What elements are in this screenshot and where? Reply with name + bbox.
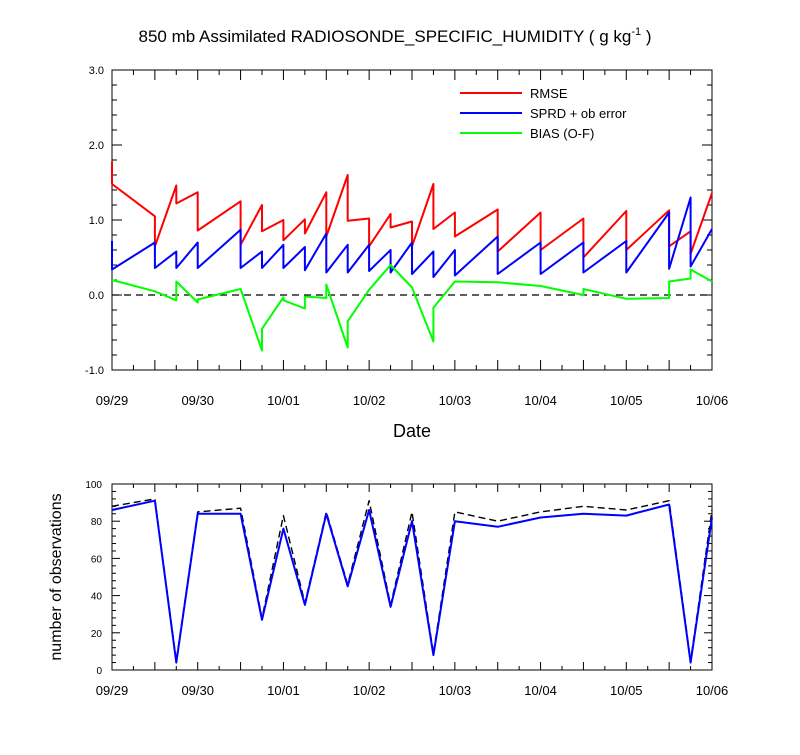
legend-sprd-label: SPRD + ob error <box>530 106 627 121</box>
series-line <box>111 499 713 664</box>
series-line <box>111 196 713 278</box>
x-tick-label: 10/05 <box>610 393 643 408</box>
bottom-ticks <box>111 483 713 671</box>
x-tick-label: 09/29 <box>96 393 129 408</box>
top-panel: -1.0 0.0 1.0 2.0 3.0 09/29 09/30 10/01 10/02 10/… <box>85 65 728 441</box>
top-ticks <box>111 69 713 371</box>
y-tick-label: 100 <box>85 480 102 491</box>
x-tick-label: 10/05 <box>610 683 643 698</box>
legend-rmse-label: RMSE <box>530 86 568 101</box>
bottom-series <box>111 498 713 664</box>
top-series <box>111 161 713 352</box>
x-tick-label: 10/02 <box>353 393 386 408</box>
chart-title: 850 mb Assimilated RADIOSONDE_SPECIFIC_H… <box>139 26 652 46</box>
chart-title-main: 850 mb Assimilated RADIOSONDE_SPECIFIC_H… <box>139 27 632 46</box>
x-tick-label: 10/06 <box>696 683 729 698</box>
y-tick-label: 0.0 <box>89 290 104 302</box>
series-line <box>111 264 713 352</box>
y-tick-label: 20 <box>91 629 103 640</box>
y-tick-label: 3.0 <box>89 65 104 77</box>
bottom-x-tick-labels: 09/29 09/30 10/01 10/02 10/03 10/04 10/05 10/06 <box>96 683 729 698</box>
bottom-y-tick-labels: 0 20 40 60 80 100 <box>85 480 102 677</box>
series-line <box>111 498 713 662</box>
x-tick-label: 10/03 <box>439 683 472 698</box>
y-tick-label: 60 <box>91 554 103 565</box>
x-tick-label: 09/29 <box>96 683 129 698</box>
x-tick-label: 10/01 <box>267 393 300 408</box>
bottom-panel: 0 20 40 60 80 100 09/29 09/30 10/01 10/02 10/03 10… <box>48 480 728 698</box>
top-y-tick-labels: -1.0 0.0 1.0 2.0 3.0 <box>85 65 104 377</box>
x-tick-label: 09/30 <box>181 683 214 698</box>
x-tick-label: 10/06 <box>696 393 729 408</box>
chart-title-sup: -1 <box>631 26 641 38</box>
y-tick-label: 80 <box>91 517 103 528</box>
x-tick-label: 10/03 <box>439 393 472 408</box>
legend-bias-label: BIAS (O-F) <box>530 126 594 141</box>
x-axis-label: Date <box>393 421 431 441</box>
x-tick-label: 10/04 <box>524 393 557 408</box>
chart-title-tail: ) <box>641 27 651 46</box>
y-axis-label: number of observations <box>48 493 65 660</box>
x-tick-label: 10/04 <box>524 683 557 698</box>
x-tick-label: 10/01 <box>267 683 300 698</box>
bottom-plot-frame <box>111 483 713 671</box>
x-tick-label: 10/02 <box>353 683 386 698</box>
y-tick-label: 0 <box>96 666 102 677</box>
y-tick-label: 40 <box>91 592 103 603</box>
top-x-tick-labels: 09/29 09/30 10/01 10/02 10/03 10/04 10/05 10/06 <box>96 393 729 408</box>
legend: RMSE SPRD + ob error BIAS (O-F) <box>460 86 627 141</box>
y-tick-label: 2.0 <box>89 140 104 152</box>
y-tick-label: -1.0 <box>85 365 104 377</box>
y-tick-label: 1.0 <box>89 215 104 227</box>
x-tick-label: 09/30 <box>181 393 214 408</box>
